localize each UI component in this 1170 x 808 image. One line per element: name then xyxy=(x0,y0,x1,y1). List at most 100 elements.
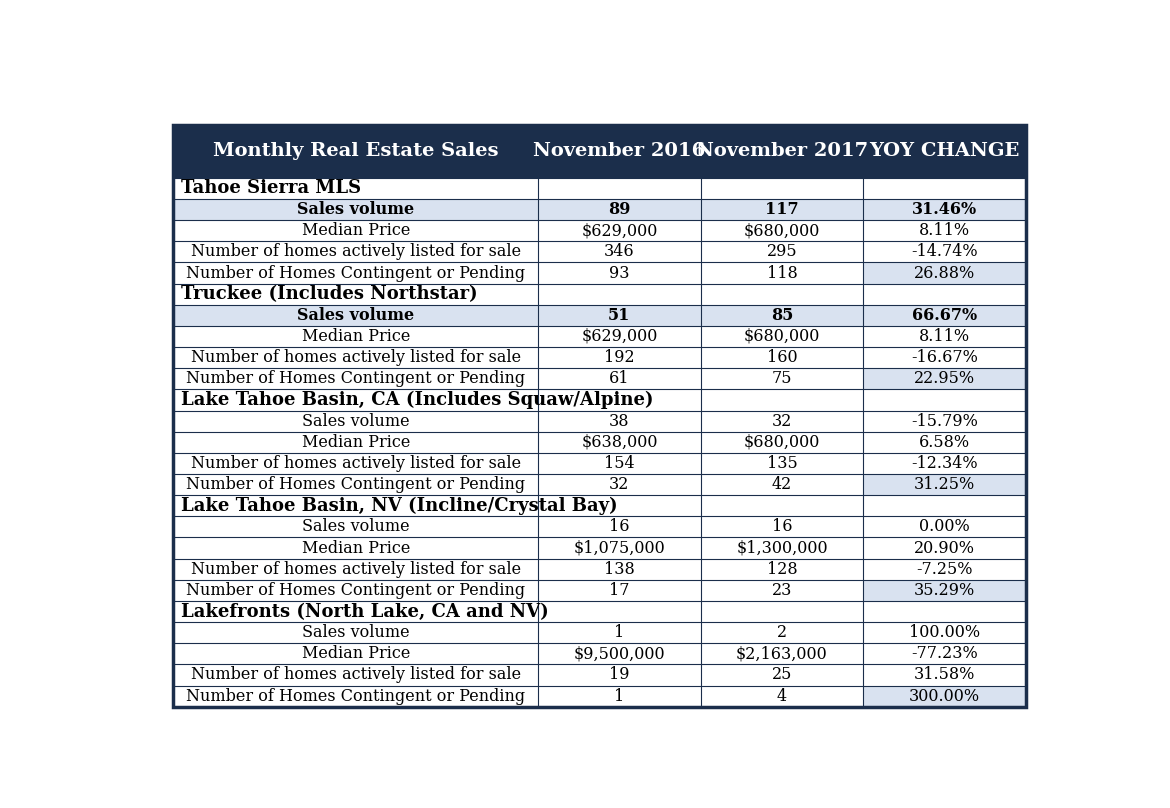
Text: $9,500,000: $9,500,000 xyxy=(573,646,666,663)
Text: Median Price: Median Price xyxy=(302,222,410,239)
Text: $629,000: $629,000 xyxy=(581,328,658,345)
Text: YOY CHANGE: YOY CHANGE xyxy=(869,142,1020,161)
Text: 295: 295 xyxy=(766,243,797,260)
Bar xyxy=(173,178,1026,199)
Text: -16.67%: -16.67% xyxy=(911,349,978,366)
Bar xyxy=(863,263,1026,284)
Bar xyxy=(173,643,1026,664)
Text: Tahoe Sierra MLS: Tahoe Sierra MLS xyxy=(180,179,360,197)
Bar xyxy=(173,368,1026,389)
Bar xyxy=(173,220,1026,242)
Text: 31.58%: 31.58% xyxy=(914,667,976,684)
Bar xyxy=(173,664,1026,685)
Text: $680,000: $680,000 xyxy=(744,434,820,451)
Bar xyxy=(863,580,1026,601)
Text: 118: 118 xyxy=(766,264,797,281)
Text: Truckee (Includes Northstar): Truckee (Includes Northstar) xyxy=(180,285,477,303)
Text: -7.25%: -7.25% xyxy=(916,561,972,578)
Text: 85: 85 xyxy=(771,307,793,324)
Text: Number of Homes Contingent or Pending: Number of Homes Contingent or Pending xyxy=(186,370,525,387)
Bar xyxy=(173,516,1026,537)
Text: 1: 1 xyxy=(614,624,625,641)
Text: 8.11%: 8.11% xyxy=(918,328,970,345)
Text: 26.88%: 26.88% xyxy=(914,264,975,281)
Bar xyxy=(173,431,1026,452)
Text: Lakefronts (North Lake, CA and NV): Lakefronts (North Lake, CA and NV) xyxy=(180,603,549,621)
Text: Number of homes actively listed for sale: Number of homes actively listed for sale xyxy=(191,561,521,578)
Text: Median Price: Median Price xyxy=(302,328,410,345)
Text: 61: 61 xyxy=(610,370,629,387)
Text: 17: 17 xyxy=(610,582,629,599)
Text: November 2016: November 2016 xyxy=(534,142,706,161)
Bar xyxy=(173,305,1026,326)
Text: 93: 93 xyxy=(610,264,629,281)
Text: 66.67%: 66.67% xyxy=(911,307,977,324)
Text: 138: 138 xyxy=(604,561,635,578)
Text: Number of Homes Contingent or Pending: Number of Homes Contingent or Pending xyxy=(186,688,525,705)
Bar xyxy=(173,622,1026,643)
Text: 42: 42 xyxy=(772,476,792,493)
Text: 16: 16 xyxy=(772,519,792,536)
Text: 154: 154 xyxy=(604,455,634,472)
Text: 8.11%: 8.11% xyxy=(918,222,970,239)
Bar xyxy=(173,284,1026,305)
Text: Sales volume: Sales volume xyxy=(302,624,410,641)
Bar xyxy=(173,580,1026,601)
Text: Sales volume: Sales volume xyxy=(302,519,410,536)
Text: Monthly Real Estate Sales: Monthly Real Estate Sales xyxy=(213,142,498,161)
Text: Number of homes actively listed for sale: Number of homes actively listed for sale xyxy=(191,455,521,472)
Text: 22.95%: 22.95% xyxy=(914,370,975,387)
Text: 19: 19 xyxy=(610,667,629,684)
Text: 32: 32 xyxy=(772,413,792,430)
Text: Median Price: Median Price xyxy=(302,646,410,663)
Bar xyxy=(863,368,1026,389)
Text: 2: 2 xyxy=(777,624,787,641)
Bar xyxy=(173,410,1026,431)
Text: Median Price: Median Price xyxy=(302,434,410,451)
Bar xyxy=(173,537,1026,558)
Text: 4: 4 xyxy=(777,688,787,705)
Bar xyxy=(863,474,1026,495)
Bar xyxy=(173,685,1026,707)
Text: -15.79%: -15.79% xyxy=(911,413,978,430)
Text: Lake Tahoe Basin, CA (Includes Squaw/Alpine): Lake Tahoe Basin, CA (Includes Squaw/Alp… xyxy=(180,391,653,409)
Bar xyxy=(173,305,1026,326)
Bar xyxy=(863,685,1026,707)
Text: 117: 117 xyxy=(765,201,799,218)
Text: $1,300,000: $1,300,000 xyxy=(736,540,827,557)
Text: $2,163,000: $2,163,000 xyxy=(736,646,828,663)
Bar xyxy=(173,495,1026,516)
Bar xyxy=(173,199,1026,220)
Text: $680,000: $680,000 xyxy=(744,222,820,239)
Text: 135: 135 xyxy=(766,455,797,472)
Text: 16: 16 xyxy=(610,519,629,536)
Text: -77.23%: -77.23% xyxy=(911,646,978,663)
Text: $680,000: $680,000 xyxy=(744,328,820,345)
Text: Sales volume: Sales volume xyxy=(297,201,414,218)
Bar xyxy=(173,199,1026,220)
Text: 38: 38 xyxy=(610,413,629,430)
Text: Number of Homes Contingent or Pending: Number of Homes Contingent or Pending xyxy=(186,582,525,599)
Bar xyxy=(173,452,1026,474)
Text: 31.25%: 31.25% xyxy=(914,476,975,493)
Bar xyxy=(173,474,1026,495)
Text: 160: 160 xyxy=(766,349,797,366)
Text: November 2017: November 2017 xyxy=(696,142,868,161)
Bar xyxy=(173,347,1026,368)
Bar xyxy=(173,601,1026,622)
Text: Number of homes actively listed for sale: Number of homes actively listed for sale xyxy=(191,667,521,684)
Text: 1: 1 xyxy=(614,688,625,705)
Text: 300.00%: 300.00% xyxy=(909,688,980,705)
Text: Sales volume: Sales volume xyxy=(297,307,414,324)
Text: Number of Homes Contingent or Pending: Number of Homes Contingent or Pending xyxy=(186,476,525,493)
Text: 0.00%: 0.00% xyxy=(920,519,970,536)
Text: $629,000: $629,000 xyxy=(581,222,658,239)
Text: 6.58%: 6.58% xyxy=(918,434,970,451)
Bar xyxy=(173,558,1026,580)
Text: 346: 346 xyxy=(604,243,634,260)
Text: 23: 23 xyxy=(772,582,792,599)
Text: 100.00%: 100.00% xyxy=(909,624,980,641)
Bar xyxy=(173,326,1026,347)
Text: 89: 89 xyxy=(608,201,631,218)
Text: Median Price: Median Price xyxy=(302,540,410,557)
